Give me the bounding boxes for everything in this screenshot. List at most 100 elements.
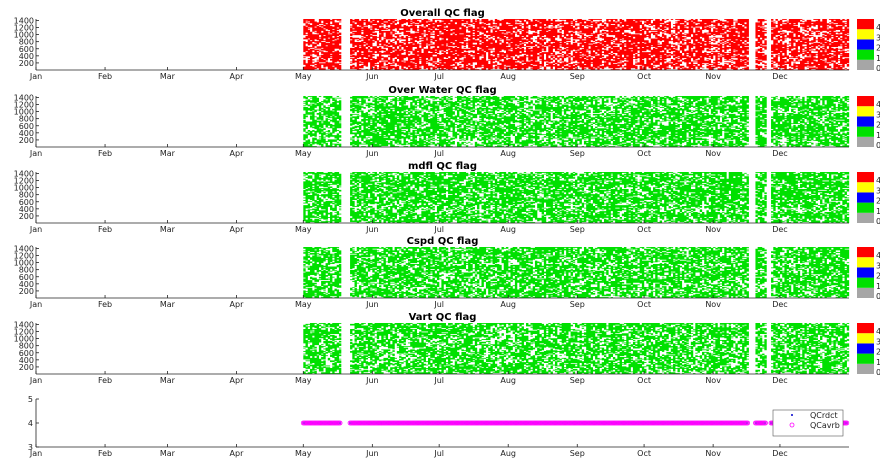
x-tick-label: Aug <box>500 149 516 158</box>
x-tick-label: Jul <box>433 72 444 81</box>
colorbar-swatch <box>857 277 874 288</box>
x-tick-label: Aug <box>500 72 516 81</box>
heatmap-fill <box>303 96 850 147</box>
colorbar-label: 3 <box>876 110 880 119</box>
x-tick-label: Aug <box>500 449 516 458</box>
heatmap-fill <box>303 323 850 374</box>
x-tick-label: Mar <box>160 300 176 309</box>
qc-scatter-panel: 3 4 5 Jan Feb Mar Apr May Jun Jul Aug Sep Oct Nov Dec Q… <box>28 395 850 458</box>
colorbar: 012 34 <box>857 96 880 150</box>
colorbar-swatch <box>857 343 874 354</box>
y-tick-label: 400 <box>19 280 34 289</box>
x-tick-label: Sep <box>570 300 585 309</box>
x-tick-label: Aug <box>500 376 516 385</box>
x-tick-label: Jun <box>365 149 379 158</box>
colorbar-swatch <box>857 39 874 50</box>
colorbar: 012 34 <box>857 19 880 73</box>
x-tick-label: Jun <box>365 376 379 385</box>
x-tick-label: Nov <box>705 225 721 234</box>
panel-title: Vart QC flag <box>409 312 477 323</box>
point <box>337 420 343 426</box>
panel-title: Over Water QC flag <box>388 85 496 96</box>
x-tick-label: Nov <box>705 149 721 158</box>
colorbar-swatch <box>857 363 874 374</box>
x-tick-label: Nov <box>705 376 721 385</box>
y-tick-label: 1200 <box>14 24 34 33</box>
colorbar-label: 0 <box>876 141 880 150</box>
heatmap-fill <box>303 247 850 298</box>
x-tick-label: May <box>295 449 312 458</box>
x-tick-label: Jun <box>365 225 379 234</box>
x-tick-label: Apr <box>230 449 245 458</box>
x-tick-label: May <box>295 376 312 385</box>
y-tick-label: 600 <box>19 198 34 207</box>
colorbar-label: 4 <box>876 176 880 185</box>
x-tick-label: May <box>295 149 312 158</box>
colorbar-label: 4 <box>876 327 880 336</box>
x-tick-label: Apr <box>230 72 245 81</box>
colorbar-label: 3 <box>876 261 880 270</box>
x-tick-label: Oct <box>637 149 651 158</box>
y-tick-label: 200 <box>19 287 34 296</box>
x-tick-label: Jan <box>29 449 42 458</box>
colorbar-label: 0 <box>876 368 880 377</box>
y-tick-label: 5 <box>28 395 33 404</box>
colorbar-swatch <box>857 257 874 268</box>
colorbar-label: 3 <box>876 337 880 346</box>
colorbar: 012 34 <box>857 172 880 226</box>
y-tick-label: 400 <box>19 205 34 214</box>
x-tick-label: Mar <box>160 376 176 385</box>
x-tick-label: Dec <box>772 300 787 309</box>
y-tick-label: 800 <box>19 342 34 351</box>
y-tick-label: 600 <box>19 122 34 131</box>
colorbar-swatch <box>857 333 874 344</box>
y-tick-label: 600 <box>19 349 34 358</box>
x-tick-label: Dec <box>772 225 787 234</box>
x-tick-label: Apr <box>230 376 245 385</box>
x-tick-label: Oct <box>637 376 651 385</box>
colorbar-swatch <box>857 323 874 334</box>
colorbar-swatch <box>857 192 874 203</box>
y-tick-label: 1400 <box>14 244 34 253</box>
y-tick-label: 1200 <box>14 328 34 337</box>
x-tick-label: Sep <box>570 376 585 385</box>
x-tick-label: Jul <box>433 225 444 234</box>
colorbar-swatch <box>857 353 874 364</box>
x-tick-label: Mar <box>160 72 176 81</box>
heatmap-fill <box>303 19 850 70</box>
colorbar-label: 1 <box>876 131 880 140</box>
series-QCavrb <box>300 420 850 426</box>
colorbar-swatch <box>857 126 874 137</box>
y-tick-label: 1400 <box>14 93 34 102</box>
colorbar-swatch <box>857 116 874 127</box>
colorbar: 012 34 <box>857 247 880 301</box>
x-tick-label: Jan <box>29 149 42 158</box>
legend-box <box>772 409 844 437</box>
x-tick-label: Jan <box>29 225 42 234</box>
y-tick-label: 1000 <box>14 31 34 40</box>
panel-title: Overall QC flag <box>400 8 484 19</box>
heatmap-cells <box>303 247 850 298</box>
x-tick-label: Oct <box>637 225 651 234</box>
y-tick-label: 400 <box>19 356 34 365</box>
x-tick-label: Feb <box>98 300 112 309</box>
y-tick-label: 200 <box>19 59 34 68</box>
x-tick-label: Sep <box>570 225 585 234</box>
x-tick-label: Aug <box>500 225 516 234</box>
colorbar-swatch <box>857 202 874 213</box>
y-tick-label: 400 <box>19 129 34 138</box>
colorbar-swatch <box>857 49 874 60</box>
colorbar-swatch <box>857 106 874 117</box>
heatmap-cells <box>303 323 850 374</box>
y-tick-label: 800 <box>19 115 34 124</box>
y-tick-label: 800 <box>19 266 34 275</box>
x-tick-label: Oct <box>637 449 651 458</box>
colorbar-label: 2 <box>876 348 880 357</box>
colorbar-label: 2 <box>876 272 880 281</box>
x-tick-label: Feb <box>98 449 112 458</box>
y-tick-label: 1400 <box>14 320 34 329</box>
x-tick-label: Feb <box>98 225 112 234</box>
colorbar-swatch <box>857 172 874 183</box>
